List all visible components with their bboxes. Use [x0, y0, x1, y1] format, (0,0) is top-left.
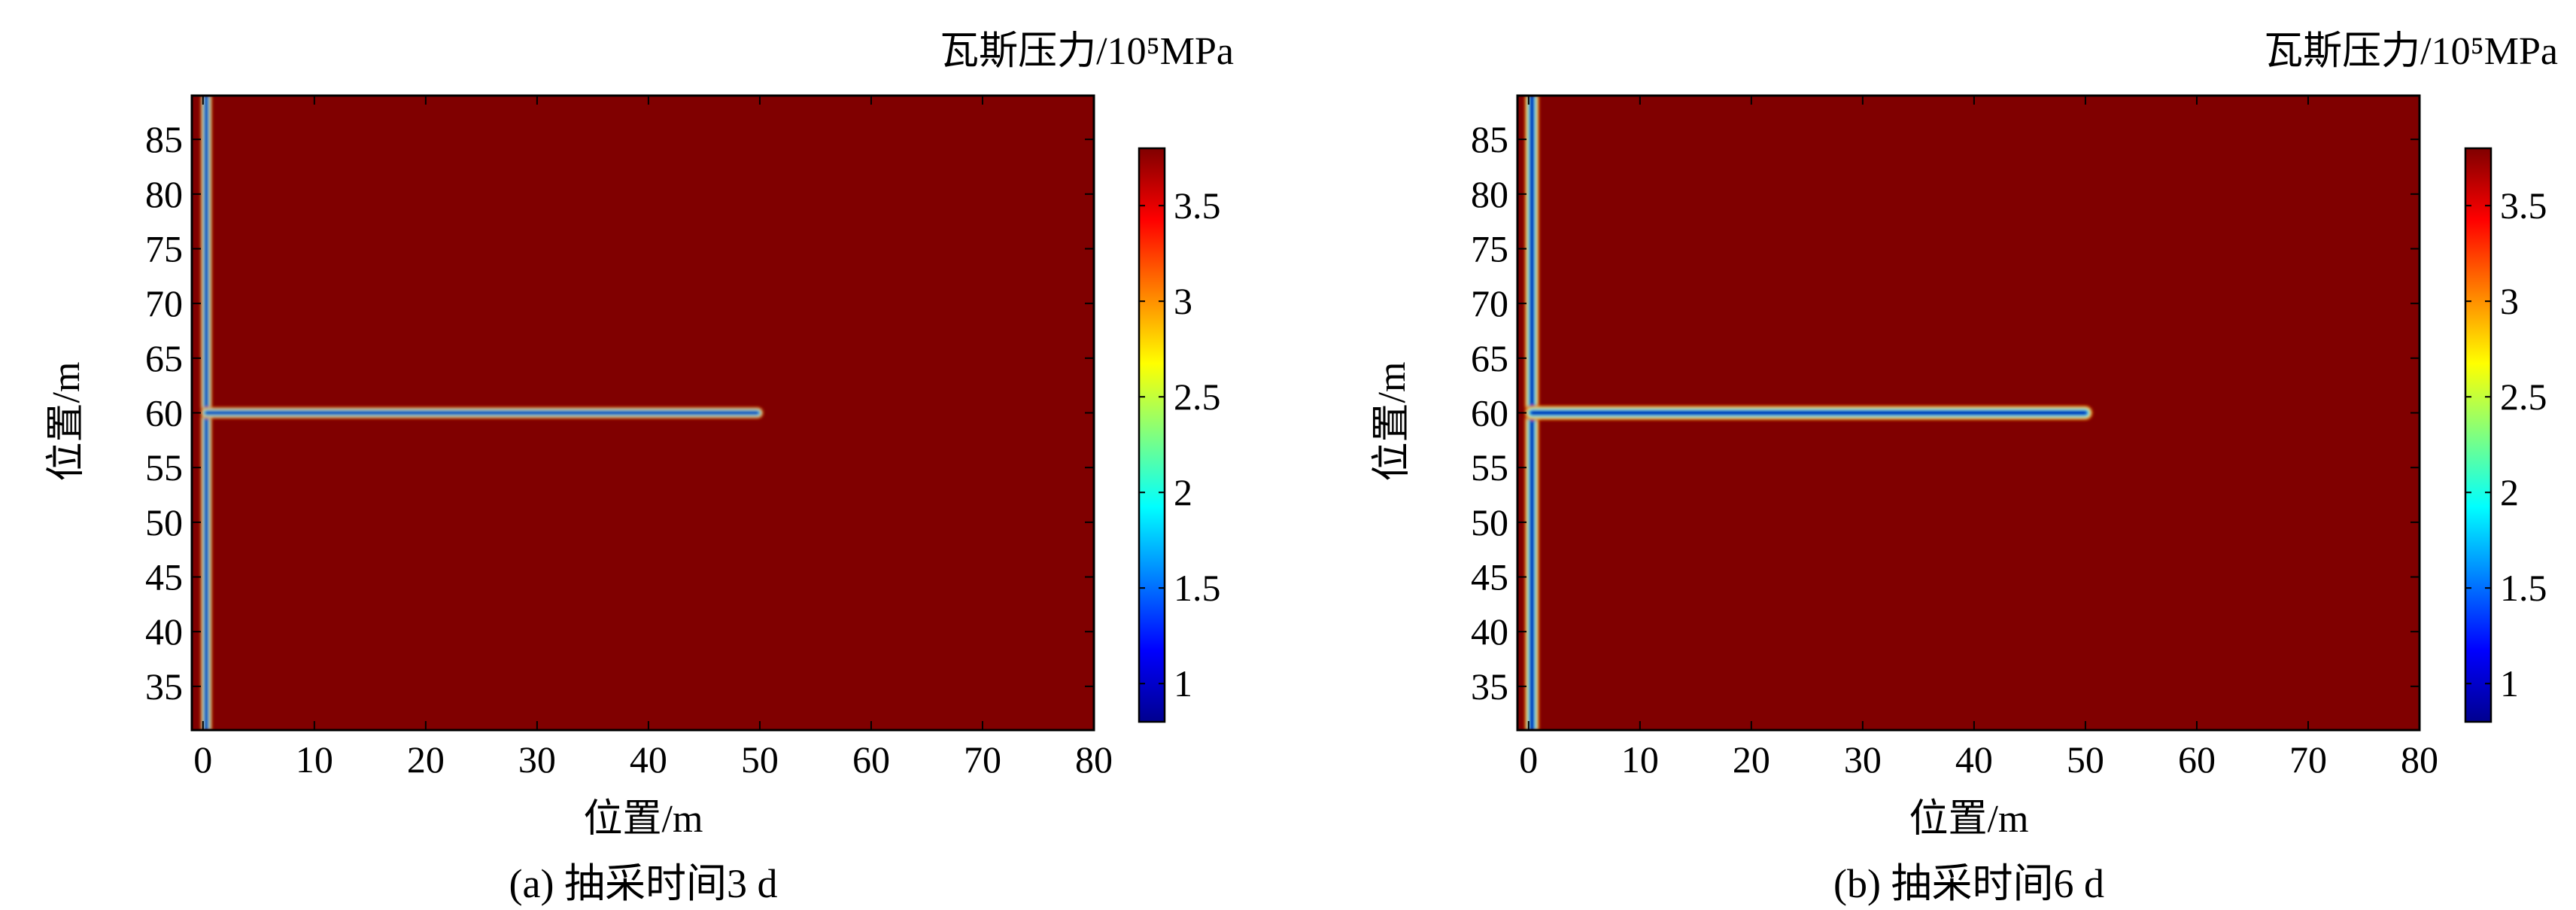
x-tick-label: 40 [630, 738, 667, 781]
colorbar-tick-label: 2.5 [2500, 376, 2547, 418]
panel-b: 0 10 20 30 40 50 60 70 80 35 40 45 50 55 60 65 70 75 80 85 位… [1371, 30, 2558, 906]
colorbar-tick-label: 3.5 [1174, 184, 1221, 227]
y-tick-label: 35 [1471, 665, 1508, 708]
colorbar [1138, 147, 1166, 723]
colorbar-tick-label: 1 [2500, 662, 2519, 705]
x-tick-label: 60 [2178, 738, 2216, 781]
colorbar-tick-label: 1.5 [1174, 567, 1221, 609]
x-tick-label: 0 [1519, 738, 1538, 781]
colorbar-tick-label: 2.5 [1174, 376, 1221, 418]
x-tick-label: 0 [193, 738, 212, 781]
colorbar-title: 瓦斯压力/10⁵MPa [2264, 30, 2558, 73]
y-tick-label: 35 [145, 665, 183, 708]
colorbar-tick-label: 1 [1174, 662, 1192, 705]
x-axis-label: 位置/m [1909, 798, 2029, 841]
x-tick-label: 10 [296, 738, 333, 781]
y-tick-label: 40 [145, 610, 183, 653]
x-tick-label: 60 [852, 738, 890, 781]
y-tick-label: 45 [145, 556, 183, 598]
panel-caption: (a) 抽采时间3 d [509, 861, 778, 906]
colorbar [2464, 147, 2492, 723]
y-tick-label: 70 [145, 282, 183, 324]
x-tick-label: 50 [2067, 738, 2104, 781]
y-tick-label: 50 [1471, 501, 1508, 543]
y-tick-label: 75 [145, 227, 183, 269]
y-tick-label: 65 [1471, 337, 1508, 379]
colorbar-tick-label: 3.5 [2500, 184, 2547, 227]
x-tick-label: 40 [1955, 738, 1993, 781]
y-tick-label: 40 [1471, 610, 1508, 653]
x-axis-label: 位置/m [584, 798, 703, 841]
colorbar-tick-label: 3 [2500, 280, 2519, 322]
panel-caption: (b) 抽采时间6 d [1833, 861, 2104, 906]
y-tick-label: 45 [1471, 556, 1508, 598]
x-tick-label: 70 [2289, 738, 2327, 781]
y-tick-label: 65 [145, 337, 183, 379]
colorbar-tick-label: 3 [1174, 280, 1192, 322]
y-tick-label: 80 [1471, 173, 1508, 215]
y-axis-label: 位置/m [1371, 362, 1414, 482]
y-tick-label: 60 [1471, 392, 1508, 434]
x-tick-label: 30 [1844, 738, 1882, 781]
colorbar-tick-label: 1.5 [2500, 567, 2547, 609]
x-tick-label: 20 [1733, 738, 1770, 781]
panel-a: 0 10 20 30 40 50 60 70 80 35 40 45 50 55 60 65 70 75 80 85 位… [45, 30, 1234, 906]
y-tick-label: 55 [145, 446, 183, 488]
y-tick-label: 80 [145, 173, 183, 215]
colorbar-tick-label: 2 [2500, 471, 2519, 513]
y-tick-label: 85 [145, 118, 183, 160]
y-tick-label: 50 [145, 501, 183, 543]
x-tick-label: 30 [518, 738, 556, 781]
x-tick-label: 80 [2401, 738, 2438, 781]
x-tick-label: 20 [407, 738, 445, 781]
x-tick-label: 80 [1075, 738, 1113, 781]
x-tick-label: 10 [1621, 738, 1659, 781]
colorbar-tick-label: 2 [1174, 471, 1192, 513]
y-axis-label: 位置/m [45, 362, 88, 482]
y-tick-label: 75 [1471, 227, 1508, 269]
y-tick-label: 70 [1471, 282, 1508, 324]
x-tick-label: 50 [741, 738, 779, 781]
colorbar-title: 瓦斯压力/10⁵MPa [940, 30, 1234, 73]
y-tick-label: 55 [1471, 446, 1508, 488]
y-tick-label: 60 [145, 392, 183, 434]
y-tick-label: 85 [1471, 118, 1508, 160]
borehole-field [200, 96, 764, 730]
borehole-field [1524, 96, 2093, 730]
x-tick-label: 70 [964, 738, 1001, 781]
